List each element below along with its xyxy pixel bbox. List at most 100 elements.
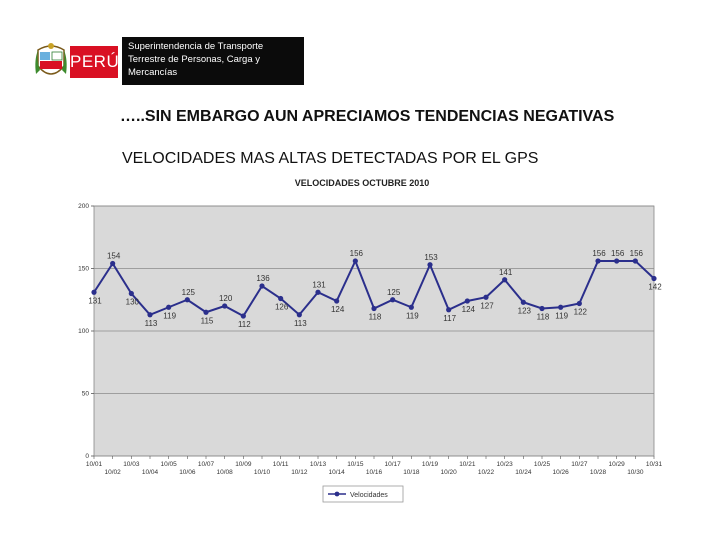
data-point <box>184 297 190 303</box>
data-label: 124 <box>331 305 345 314</box>
coat-of-arms-icon <box>35 43 67 75</box>
data-label: 153 <box>424 253 438 262</box>
data-label: 156 <box>592 249 606 258</box>
x-tick-label: 10/24 <box>515 469 532 476</box>
x-tick-label: 10/05 <box>161 461 178 468</box>
agency-line-1: Superintendencia de Transporte <box>128 41 264 52</box>
agency-line-2: Terrestre de Personas, Carga y <box>128 54 261 65</box>
data-point <box>278 295 284 302</box>
x-tick-label: 10/13 <box>310 461 327 468</box>
slide-headline: …..SIN EMBARGO AUN APRECIAMOS TENDENCIAS… <box>120 108 615 125</box>
data-label: 118 <box>537 313 550 322</box>
data-point <box>371 305 377 312</box>
data-label: 156 <box>350 249 364 258</box>
data-label: 113 <box>294 319 307 328</box>
data-point <box>464 298 470 304</box>
x-tick-label: 10/21 <box>459 461 476 468</box>
data-point <box>222 303 228 309</box>
data-label: 113 <box>145 319 158 328</box>
data-label: 115 <box>201 316 214 325</box>
x-tick-label: 10/29 <box>609 461 626 468</box>
x-tick-label: 10/02 <box>105 469 122 476</box>
data-label: 122 <box>574 308 588 317</box>
x-tick-label: 10/16 <box>366 469 383 476</box>
x-tick-label: 10/25 <box>534 461 551 468</box>
agency-line-3: Mercancías <box>128 67 178 78</box>
x-tick-label: 10/17 <box>385 461 402 468</box>
x-tick-label: 10/31 <box>646 461 663 468</box>
data-label: 156 <box>611 249 625 258</box>
x-tick-label: 10/23 <box>497 461 514 468</box>
x-tick-label: 10/06 <box>179 469 196 476</box>
legend-marker <box>334 491 340 497</box>
data-label: 125 <box>182 288 196 297</box>
data-point <box>203 309 209 315</box>
x-tick-label: 10/12 <box>291 469 308 476</box>
data-point <box>147 312 153 318</box>
x-tick-label: 10/18 <box>403 469 420 476</box>
legend-label: Velocidades <box>350 492 388 499</box>
x-tick-label: 10/09 <box>235 461 252 468</box>
data-label: 141 <box>499 268 513 277</box>
data-label: 117 <box>443 314 456 323</box>
x-tick-label: 10/27 <box>571 461 588 468</box>
y-tick-label: 150 <box>78 266 89 273</box>
x-tick-label: 10/30 <box>627 469 644 476</box>
peru-badge: PERÚ <box>70 46 119 78</box>
data-label: 123 <box>518 306 532 315</box>
x-tick-label: 10/26 <box>553 469 570 476</box>
data-point <box>614 258 620 264</box>
data-point <box>502 277 508 283</box>
data-point <box>259 283 265 289</box>
peru-logo: PERÚ <box>34 40 120 84</box>
data-label: 119 <box>555 311 568 320</box>
x-tick-label: 10/08 <box>217 469 234 476</box>
data-label: 136 <box>256 274 270 283</box>
data-point <box>334 298 340 304</box>
data-point <box>128 290 134 297</box>
data-label: 126 <box>275 303 289 312</box>
data-point <box>427 262 433 268</box>
y-tick-label: 100 <box>78 328 89 335</box>
data-point <box>240 313 246 319</box>
data-point <box>352 258 358 264</box>
data-point <box>520 299 526 305</box>
data-label: 125 <box>387 288 401 297</box>
y-tick-label: 200 <box>78 203 89 210</box>
data-label: 119 <box>406 311 419 320</box>
data-label: 156 <box>630 249 644 258</box>
data-point <box>315 289 321 295</box>
slide-subheadline: VELOCIDADES MAS ALTAS DETECTADAS POR EL … <box>122 150 539 167</box>
x-tick-label: 10/20 <box>441 469 458 476</box>
y-tick-label: 0 <box>85 453 89 460</box>
x-tick-label: 10/11 <box>273 461 289 468</box>
data-point <box>558 304 564 310</box>
data-label: 131 <box>312 280 326 289</box>
data-point <box>446 307 452 313</box>
x-tick-label: 10/04 <box>142 469 159 476</box>
data-point <box>651 275 657 282</box>
data-point <box>91 289 97 295</box>
data-point <box>539 305 545 312</box>
data-point <box>110 260 116 267</box>
x-tick-label: 10/28 <box>590 469 607 476</box>
data-label: 142 <box>648 283 662 292</box>
x-tick-label: 10/07 <box>198 461 215 468</box>
data-point <box>408 304 414 310</box>
chart-title: VELOCIDADES OCTUBRE 2010 <box>295 178 430 188</box>
data-point <box>296 312 302 318</box>
x-tick-label: 10/01 <box>86 461 103 468</box>
data-label: 120 <box>219 294 233 303</box>
data-point <box>483 294 489 300</box>
agency-banner: Superintendencia de Transporte Terrestre… <box>122 37 304 85</box>
data-label: 127 <box>480 301 494 310</box>
data-label: 130 <box>126 298 140 307</box>
x-tick-label: 10/19 <box>422 461 439 468</box>
data-label: 112 <box>238 320 251 329</box>
data-point <box>632 258 638 264</box>
y-tick-label: 50 <box>82 391 90 398</box>
x-tick-label: 10/22 <box>478 469 495 476</box>
data-label: 118 <box>369 313 382 322</box>
x-tick-label: 10/14 <box>329 469 346 476</box>
data-label: 124 <box>462 305 476 314</box>
